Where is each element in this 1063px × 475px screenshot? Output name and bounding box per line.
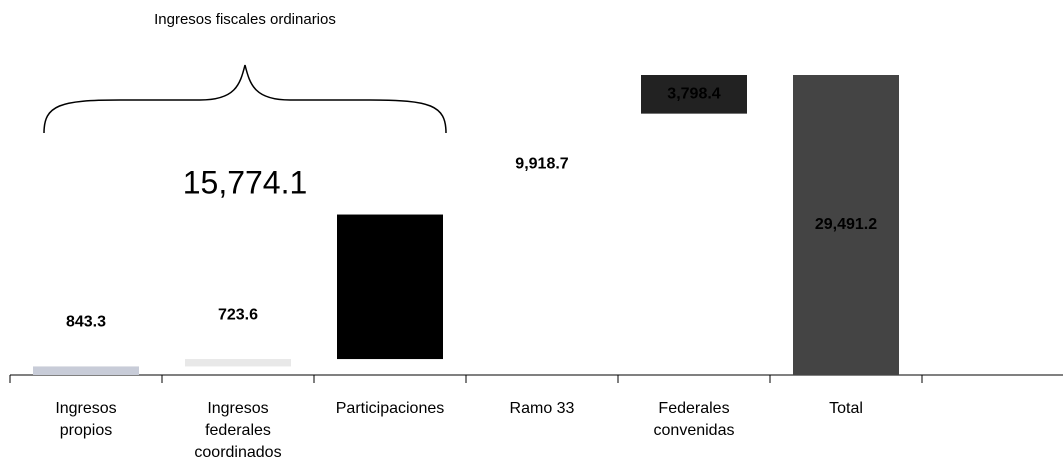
bar — [33, 366, 139, 375]
subtotal-title: Ingresos fiscales ordinarios — [154, 11, 336, 28]
x-tick-label: Ingresos propios — [55, 400, 117, 439]
x-tick-label: Participaciones — [335, 400, 445, 417]
data-label: 3,798.4 — [667, 86, 720, 103]
data-label: 29,491.2 — [815, 216, 877, 233]
bar — [337, 214, 443, 360]
data-label: 9,918.7 — [515, 155, 568, 172]
subtotal-value: 15,774.1 — [183, 164, 308, 200]
bar — [641, 75, 747, 114]
x-tick-label: Total — [829, 400, 863, 417]
x-tick-label: Ramo 33 — [509, 400, 575, 417]
data-label: 723.6 — [218, 306, 258, 323]
x-tick-label: Ingresos federales coordinados — [194, 400, 282, 461]
x-tick-label: Federales convenidas — [653, 400, 735, 439]
brace — [43, 64, 447, 134]
bar — [793, 75, 899, 375]
bar — [185, 359, 291, 367]
data-label: 843.3 — [66, 314, 106, 331]
bar — [489, 113, 595, 215]
